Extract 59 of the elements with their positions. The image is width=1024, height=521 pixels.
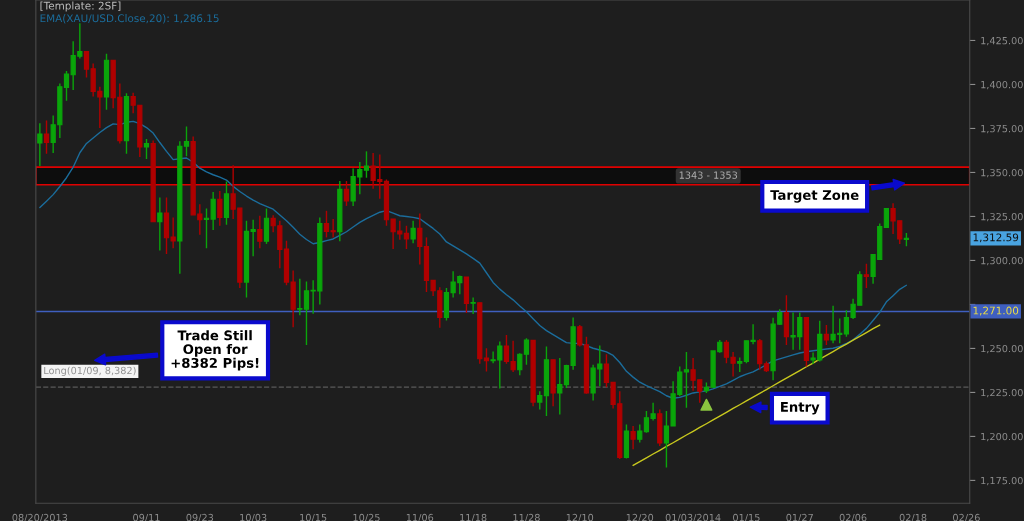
annotation: Trade Still Open for +8382 Pips! [171, 330, 259, 371]
candlestick [257, 215, 263, 249]
y-tick-label: 1,325.00 [981, 212, 1023, 222]
x-tick-label: 10/15 [300, 513, 327, 521]
x-tick-label: 01/27 [786, 513, 813, 521]
candlestick [630, 425, 636, 450]
y-tick-label: 1,175.00 [981, 476, 1023, 486]
candlestick [157, 196, 163, 252]
ref-line-label: 1,271.00 [973, 306, 1019, 316]
candlestick [410, 220, 416, 245]
x-tick-label: 12/20 [626, 513, 654, 521]
x-tick-label: 01/15 [733, 513, 760, 521]
y-tick-label: 1,200.00 [981, 432, 1023, 442]
ref-line-label: Long(01/09, 8,382) [44, 366, 136, 377]
annotation: Entry [781, 402, 820, 415]
candlestick [43, 119, 50, 155]
band-label: 1343 - 1353 [679, 171, 738, 179]
candlestick [523, 337, 530, 366]
text: 1,312.59 [973, 233, 1019, 243]
candlestick [217, 190, 223, 227]
candlestick [37, 122, 43, 167]
y-tick-label: 1,300.00 [981, 256, 1023, 266]
y-tick-label: 1,225.00 [981, 388, 1023, 398]
candlestick [517, 352, 523, 377]
candlestick [757, 338, 763, 371]
y-tick-label: 1,250.00 [981, 344, 1023, 354]
x-tick-label: 02/06 [839, 513, 867, 521]
x-tick-label: 02/18 [899, 513, 927, 521]
x-tick-label: 01/03/2014 [665, 513, 721, 521]
candlestick [863, 263, 870, 289]
chart-title: [Template: 2SF] [40, 1, 121, 12]
x-tick-label: 11/28 [513, 513, 540, 521]
y-tick-label: 1,425.00 [981, 36, 1023, 46]
candlestick [637, 423, 643, 444]
line-series [39, 120, 908, 399]
x-tick-label: 12/10 [566, 513, 594, 521]
x-tick-label: 09/23 [186, 513, 214, 521]
candlestick [343, 180, 350, 207]
x-tick-label: 10/03 [240, 513, 267, 521]
x-tick-label: 02/26 [953, 513, 980, 521]
x-tick-label: 08/20/2013 [12, 513, 68, 521]
candlestick [263, 207, 270, 245]
x-tick-label: 11/06 [406, 513, 434, 521]
annotation: Target Zone [770, 190, 859, 203]
candlestick [557, 357, 563, 416]
candlestick [223, 180, 230, 226]
candlestick [823, 324, 830, 346]
candlestick [143, 138, 150, 160]
text: EMA(XAU/USD.Close,20): 1,286.15 [40, 14, 219, 24]
candlestick [537, 390, 543, 411]
y-tick-label: 1,375.00 [981, 124, 1023, 134]
y-tick-label: 1,350.00 [981, 168, 1023, 178]
x-tick-label: 10/25 [353, 513, 380, 521]
candlestick [683, 351, 690, 409]
candlestick [470, 296, 476, 315]
y-tick-label: 1,400.00 [981, 80, 1023, 90]
x-tick-label: 09/11 [133, 513, 160, 521]
x-tick-label: 11/18 [460, 513, 487, 521]
line-series [632, 324, 881, 467]
